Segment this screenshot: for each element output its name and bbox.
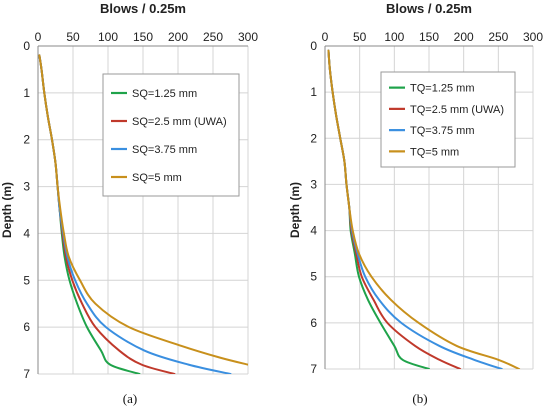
x-tick-label: 0 — [322, 30, 329, 44]
x-tick-label: 300 — [238, 30, 258, 44]
x-tick-label: 50 — [66, 30, 80, 44]
x-tick-label: 250 — [203, 30, 223, 44]
y-tick-label: 1 — [310, 85, 317, 99]
y-tick-label: 2 — [310, 131, 317, 145]
y-tick-label: 0 — [23, 39, 30, 53]
panel-label: (b) — [412, 391, 427, 406]
y-tick-label: 3 — [310, 177, 317, 191]
y-tick-label: 7 — [23, 367, 30, 381]
series-line-4 — [327, 49, 521, 369]
y-tick-label: 4 — [23, 226, 30, 240]
x-tick-label: 100 — [98, 30, 118, 44]
y-tick-label: 0 — [310, 39, 317, 53]
x-tick-label: 0 — [35, 30, 42, 44]
y-tick-label: 7 — [310, 362, 317, 376]
x-tick-label: 150 — [419, 30, 439, 44]
y-tick-label: 3 — [23, 180, 30, 194]
legend: SQ=1.25 mm SQ=2.5 mm (UWA) SQ=3.75 mm SQ=5 … — [102, 73, 240, 197]
y-tick-label: 1 — [23, 86, 30, 100]
y-tick-label: 4 — [310, 224, 317, 238]
legend-label: SQ=5 mm — [132, 172, 182, 184]
y-tick-label: 6 — [23, 320, 30, 334]
x-axis-title: Blows / 0.25m — [386, 1, 472, 16]
x-tick-label: 100 — [384, 30, 404, 44]
x-tick-label: 250 — [488, 30, 508, 44]
x-tick-label: 50 — [353, 30, 367, 44]
y-axis-title: Depth (m) — [0, 182, 14, 238]
legend-label: TQ=2.5 mm (UWA) — [410, 104, 504, 116]
x-tick-label: 200 — [454, 30, 474, 44]
legend-label: TQ=1.25 mm — [410, 83, 475, 95]
chart-panel-2: 0 50 100 150 200 250 300 0 1 2 3 4 5 6 7 Blows / 0.25m D… — [288, 1, 543, 406]
legend-label: SQ=3.75 mm — [132, 144, 197, 156]
legend-label: SQ=1.25 mm — [132, 88, 197, 100]
x-tick-label: 200 — [168, 30, 188, 44]
series-line-4 — [38, 54, 248, 366]
y-tick-label: 5 — [23, 273, 30, 287]
legend-box — [102, 73, 240, 197]
legend: TQ=1.25 mm TQ=2.5 mm (UWA) TQ=3.75 mm TQ=5 … — [380, 71, 516, 168]
y-tick-label: 2 — [23, 133, 30, 147]
legend-label: TQ=3.75 mm — [410, 125, 475, 137]
chart-panel-1: 0 50 100 150 200 250 300 0 1 2 3 4 5 6 7 Blows / 0.25m D… — [0, 1, 258, 406]
x-tick-label: 150 — [133, 30, 153, 44]
legend-label: SQ=2.5 mm (UWA) — [132, 116, 227, 128]
x-tick-label: 300 — [523, 30, 543, 44]
y-tick-label: 5 — [310, 270, 317, 284]
legend-label: TQ=5 mm — [410, 146, 459, 158]
x-axis-title: Blows / 0.25m — [100, 1, 186, 16]
y-axis-title: Depth (m) — [288, 182, 302, 238]
y-tick-label: 6 — [310, 316, 317, 330]
panel-label: (a) — [123, 391, 137, 406]
